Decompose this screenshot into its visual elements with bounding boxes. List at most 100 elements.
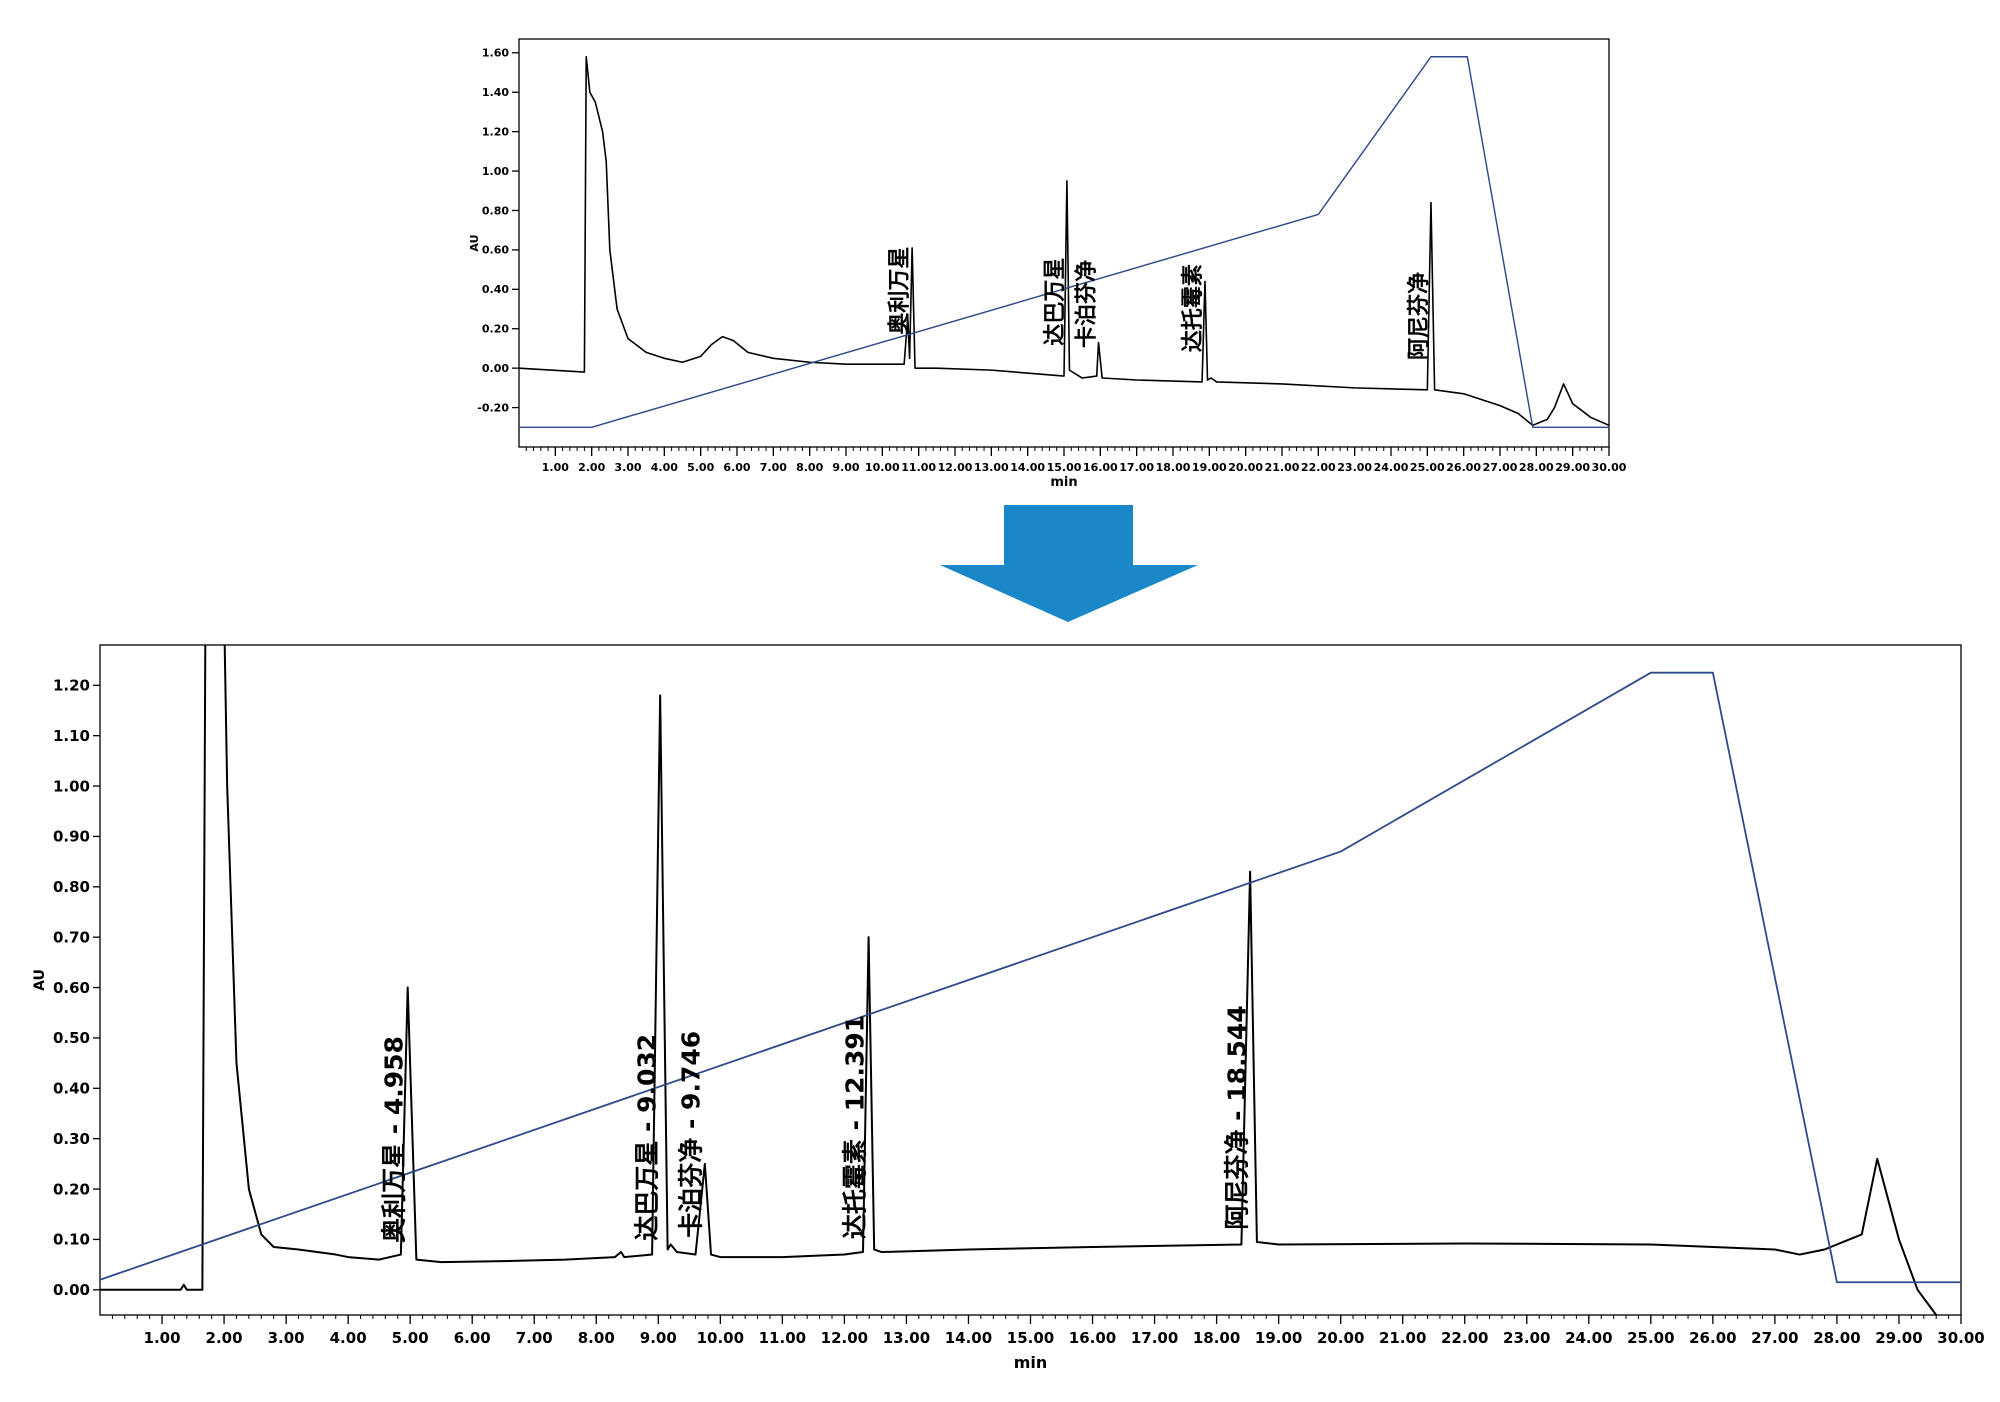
y-tick-label: 0.50 [53,1029,90,1047]
y-axis-label: AU [32,969,48,991]
x-tick-label: 24.00 [1565,1329,1612,1347]
x-tick-label: 20.00 [1228,461,1263,474]
y-tick-label: -0.20 [477,401,509,414]
x-tick-label: 14.00 [1010,461,1045,474]
x-tick-label: 27.00 [1751,1329,1798,1347]
x-tick-label: 10.00 [865,461,900,474]
peak-label: 达巴万星 [1043,258,1068,346]
x-tick-label: 3.00 [614,461,641,474]
x-tick-label: 28.00 [1519,461,1554,474]
y-tick-label: 0.30 [53,1130,90,1148]
x-tick-label: 16.00 [1083,461,1118,474]
down-arrow [940,505,1198,622]
x-tick-label: 25.00 [1410,461,1445,474]
y-tick-label: 1.20 [482,125,509,138]
x-tick-label: 2.00 [206,1329,243,1347]
x-tick-label: 12.00 [938,461,973,474]
peak-label: 阿尼芬净 - 18.544 [1222,1005,1251,1229]
x-tick-label: 22.00 [1441,1329,1488,1347]
y-axis-label: AU [468,234,481,251]
x-tick-label: 21.00 [1379,1329,1426,1347]
x-tick-label: 13.00 [883,1329,930,1347]
peak-label: 达托霉素 [1180,264,1206,352]
gradient-line [100,671,1961,1284]
x-tick-label: 21.00 [1265,461,1300,474]
x-tick-label: 27.00 [1483,461,1518,474]
y-tick-label: 0.70 [53,928,90,946]
x-tick-label: 16.00 [1069,1329,1116,1347]
x-tick-label: 5.00 [687,461,714,474]
peak-label: 阿尼芬净 [1406,272,1432,360]
x-tick-label: 18.00 [1193,1329,1240,1347]
y-tick-label: 1.40 [482,86,509,99]
y-tick-label: 0.20 [53,1180,90,1198]
x-tick-label: 29.00 [1555,461,1590,474]
x-tick-label: 11.00 [901,461,936,474]
peak-label: 达巴万星 - 9.032 [632,1034,661,1241]
x-axis-label: min [1050,475,1077,490]
x-tick-label: 29.00 [1875,1329,1922,1347]
x-tick-label: 1.00 [144,1329,181,1347]
plot-lines [100,645,1961,1315]
plot-frame [518,38,1610,448]
x-tick-label: 9.00 [832,461,859,474]
x-tick-label: 6.00 [723,461,750,474]
peak-label: 奥利万星 - 4.958 [380,1036,409,1243]
x-tick-label: 17.00 [1119,461,1154,474]
x-tick-label: 17.00 [1131,1329,1178,1347]
x-tick-label: 15.00 [1007,1329,1054,1347]
y-tick-label: 1.20 [53,677,90,695]
x-tick-label: 19.00 [1192,461,1227,474]
peak-label: 奥利万星 [886,247,912,335]
y-tick-label: 0.80 [53,878,90,896]
x-tick-label: 7.00 [516,1329,553,1347]
x-tick-label: 8.00 [796,461,823,474]
x-tick-label: 23.00 [1503,1329,1550,1347]
x-tick-label: 9.00 [640,1329,677,1347]
gradient-line [519,56,1609,429]
x-tick-label: 30.00 [1592,461,1627,474]
y-tick-label: 0.00 [482,362,509,375]
y-tick-label: 1.60 [482,47,509,60]
x-tick-label: 19.00 [1255,1329,1302,1347]
x-tick-label: 4.00 [651,461,678,474]
y-tick-label: 0.40 [482,283,509,296]
peak-label: 达托霉素 - 12.391 [841,1015,870,1239]
plot-lines [519,55,1609,429]
x-tick-label: 24.00 [1374,461,1409,474]
x-tick-label: 26.00 [1689,1329,1736,1347]
y-tick-label: 1.10 [53,727,90,745]
x-tick-label: 6.00 [454,1329,491,1347]
x-tick-label: 3.00 [268,1329,305,1347]
y-tick-label: 0.80 [482,204,509,217]
x-tick-label: 23.00 [1337,461,1372,474]
y-tick-label: 0.10 [53,1231,90,1249]
x-tick-label: 7.00 [760,461,787,474]
x-tick-label: 11.00 [759,1329,806,1347]
x-axis-label: min [1014,1353,1048,1372]
y-tick-label: 1.00 [53,777,90,795]
x-tick-label: 10.00 [697,1329,744,1347]
x-tick-label: 5.00 [392,1329,429,1347]
peak-label: 卡泊芬净 [1074,260,1100,348]
y-tick-label: 0.90 [53,828,90,846]
x-tick-label: 1.00 [542,461,569,474]
x-tick-label: 12.00 [821,1329,868,1347]
y-tick-label: 1.00 [482,165,509,178]
x-tick-label: 4.00 [330,1329,367,1347]
x-tick-label: 20.00 [1317,1329,1364,1347]
peak-label: 卡泊芬净 - 9.746 [677,1031,706,1238]
x-tick-label: 25.00 [1627,1329,1674,1347]
x-tick-label: 14.00 [945,1329,992,1347]
x-tick-label: 13.00 [974,461,1009,474]
chromatogram-trace [519,55,1609,427]
x-tick-label: 26.00 [1446,461,1481,474]
y-tick-label: 0.00 [53,1281,90,1299]
x-tick-label: 2.00 [578,461,605,474]
y-tick-label: 0.20 [482,323,509,336]
x-tick-label: 28.00 [1813,1329,1860,1347]
chromatogram-trace [100,645,1937,1315]
x-tick-label: 15.00 [1047,461,1082,474]
